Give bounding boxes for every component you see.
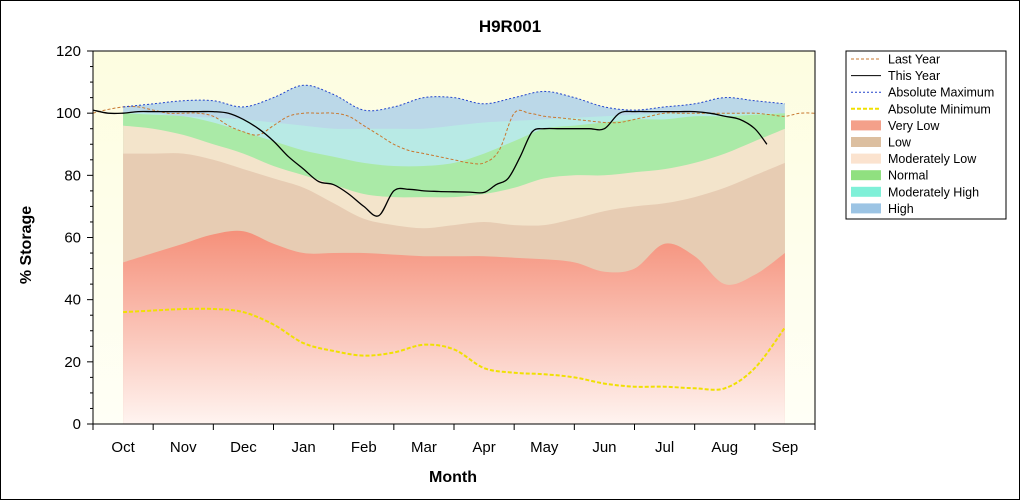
legend-swatch (851, 153, 881, 164)
x-tick-label: Jun (592, 439, 616, 456)
y-tick-label: 20 (64, 354, 81, 371)
axis-layer: 0 20 40 60 80 100 120 Oct Nov Dec Jan Feb Mar Apr May J… (56, 43, 816, 456)
x-tick-label: Apr (472, 439, 495, 456)
legend-entry: Moderately Low (888, 152, 977, 166)
legend-entry: Normal (888, 169, 928, 183)
legend-swatch (851, 203, 881, 214)
y-axis-label: % Storage (18, 206, 35, 284)
x-tick-label: Dec (230, 439, 257, 456)
legend-entry: Very Low (888, 119, 940, 133)
y-tick-label: 80 (64, 167, 81, 184)
legend-entry: Last Year (888, 53, 940, 67)
x-tick-label: Jul (655, 439, 674, 456)
y-tick-label: 60 (64, 230, 81, 247)
x-axis-label: Month (429, 469, 477, 486)
y-tick-label: 120 (56, 43, 81, 60)
band-layer (123, 85, 785, 424)
legend-swatch (851, 120, 881, 131)
y-tick-label: 40 (64, 292, 81, 309)
y-tick-label: 100 (56, 105, 81, 122)
series-this-year (93, 109, 768, 217)
legend-entry: This Year (888, 69, 940, 83)
x-tick-label: Mar (411, 439, 437, 456)
legend-swatch (851, 170, 881, 181)
legend-entry: High (888, 202, 914, 216)
legend-swatch (851, 186, 881, 197)
x-tick-label: Oct (111, 439, 135, 456)
series-absolute-minimum (123, 307, 786, 391)
legend-entry: Absolute Minimum (888, 102, 991, 116)
x-tick-label: Sep (772, 439, 799, 456)
y-tick-label: 0 (73, 416, 81, 433)
legend-swatch (851, 137, 881, 147)
x-tick-label: Jan (291, 439, 315, 456)
legend-entry: Moderately High (888, 185, 979, 199)
legend-entry: Low (888, 136, 912, 150)
band-very-low (123, 230, 785, 424)
legend: Last Year This Year Absolute Maximum Absolu… (845, 50, 1007, 220)
series-absolute-maximum (123, 84, 785, 112)
chart-title: H9R001 (479, 17, 541, 36)
x-tick-label: May (530, 439, 559, 456)
x-tick-label: Aug (711, 439, 738, 456)
x-tick-label: Nov (170, 439, 197, 456)
series-last-year (93, 106, 815, 165)
x-tick-label: Feb (351, 439, 377, 456)
legend-entry: Absolute Maximum (888, 86, 994, 100)
series-layer (93, 84, 815, 391)
